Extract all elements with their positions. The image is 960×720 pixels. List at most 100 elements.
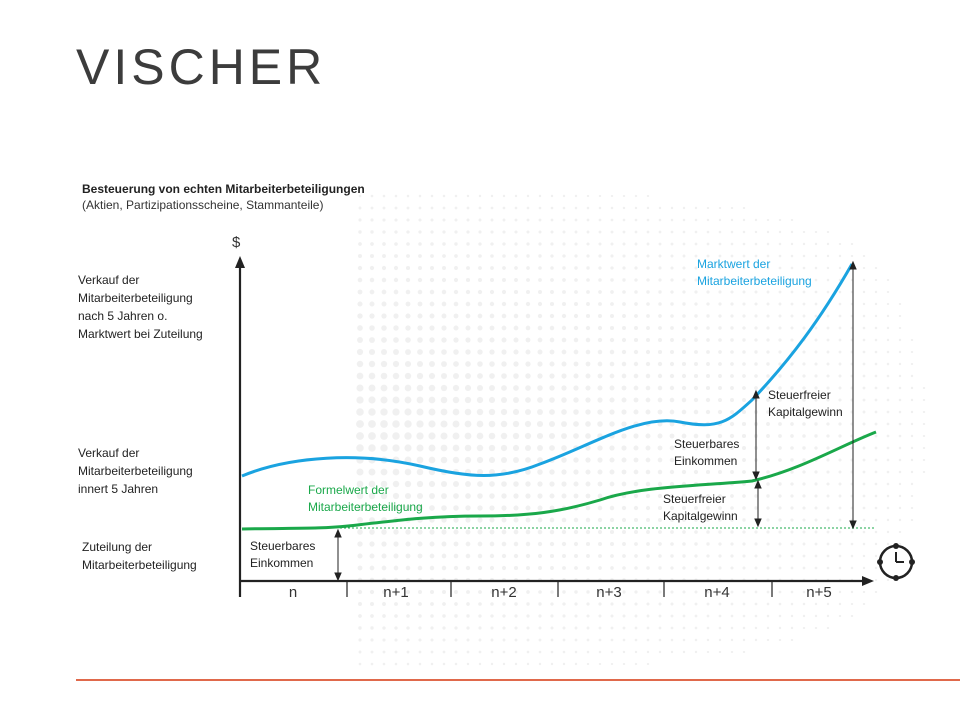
background-dot — [430, 650, 434, 654]
background-dot — [634, 242, 638, 246]
background-dot — [406, 242, 410, 246]
background-dot — [850, 590, 854, 594]
background-dot — [766, 434, 770, 438]
background-dot — [705, 445, 711, 451]
background-dot — [368, 372, 376, 380]
background-dot — [826, 314, 830, 318]
background-dot — [670, 554, 674, 558]
background-dot — [874, 458, 878, 462]
background-dot — [526, 266, 530, 270]
background-dot — [597, 421, 603, 427]
background-dot — [357, 289, 363, 295]
background-dot — [874, 566, 878, 570]
background-dot — [490, 242, 494, 246]
background-dot — [586, 290, 590, 294]
background-dot — [742, 506, 746, 510]
background-dot — [729, 421, 735, 427]
background-dot — [368, 480, 376, 488]
background-dot — [682, 506, 686, 510]
background-dot — [838, 470, 842, 474]
background-dot — [418, 194, 422, 198]
text-line: Mitarbeiterbeteiligung — [78, 464, 193, 478]
background-dot — [862, 518, 866, 522]
background-dot — [454, 206, 458, 210]
background-dot — [621, 481, 627, 487]
background-dot — [430, 602, 434, 606]
background-dot — [646, 314, 650, 318]
background-dot — [826, 470, 830, 474]
background-dot — [597, 325, 603, 331]
background-dot — [598, 650, 602, 654]
background-dot — [537, 529, 543, 535]
background-dot — [657, 397, 663, 403]
background-dot — [826, 506, 830, 510]
background-dot — [512, 420, 520, 428]
background-dot — [537, 301, 543, 307]
background-dot — [370, 650, 374, 654]
background-dot — [706, 338, 710, 342]
background-dot — [802, 350, 806, 354]
background-dot — [766, 446, 770, 450]
background-dot — [550, 602, 554, 606]
background-dot — [730, 374, 734, 378]
background-dot — [476, 468, 484, 476]
background-dot — [670, 278, 674, 282]
y-axis-arrow — [235, 256, 245, 268]
background-dot — [586, 218, 590, 222]
background-dot — [682, 302, 686, 306]
background-dot — [537, 553, 543, 559]
background-dot — [537, 349, 543, 355]
background-dot — [454, 194, 458, 198]
background-dot — [454, 230, 458, 234]
background-dot — [718, 590, 722, 594]
background-dot — [585, 433, 591, 439]
background-dot — [766, 386, 770, 390]
background-dot — [633, 445, 639, 451]
background-dot — [802, 446, 806, 450]
background-dot — [478, 206, 482, 210]
background-dot — [550, 230, 554, 234]
background-dot — [694, 542, 698, 546]
background-dot — [466, 230, 470, 234]
background-dot — [790, 410, 794, 414]
background-dot — [910, 362, 914, 366]
background-dot — [598, 566, 602, 570]
background-dot — [862, 254, 866, 258]
background-dot — [549, 553, 555, 559]
background-dot — [910, 350, 914, 354]
background-dot — [429, 493, 435, 499]
background-dot — [466, 638, 470, 642]
background-dot — [802, 410, 806, 414]
background-dot — [622, 614, 626, 618]
background-dot — [766, 494, 770, 498]
background-dot — [562, 626, 566, 630]
background-dot — [874, 386, 878, 390]
background-dot — [382, 602, 386, 606]
background-dot — [874, 422, 878, 426]
background-dot — [526, 242, 530, 246]
background-dot — [406, 218, 410, 222]
background-dot — [452, 432, 460, 440]
background-dot — [802, 290, 806, 294]
background-dot — [538, 614, 542, 618]
background-dot — [621, 361, 627, 367]
background-dot — [730, 218, 734, 222]
background-dot — [681, 397, 687, 403]
background-dot — [766, 602, 770, 606]
background-dot — [802, 482, 806, 486]
background-dot — [802, 302, 806, 306]
background-dot — [754, 386, 758, 390]
background-dot — [646, 542, 650, 546]
background-dot — [669, 349, 675, 355]
background-dot — [657, 409, 663, 415]
background-dot — [742, 362, 746, 366]
background-dot — [874, 494, 878, 498]
background-dot — [381, 541, 387, 547]
background-dot — [826, 518, 830, 522]
background-dot — [609, 445, 615, 451]
background-dot — [574, 242, 578, 246]
background-dot — [610, 566, 614, 570]
background-dot — [477, 553, 483, 559]
background-dot — [670, 650, 674, 654]
background-dot — [490, 602, 494, 606]
